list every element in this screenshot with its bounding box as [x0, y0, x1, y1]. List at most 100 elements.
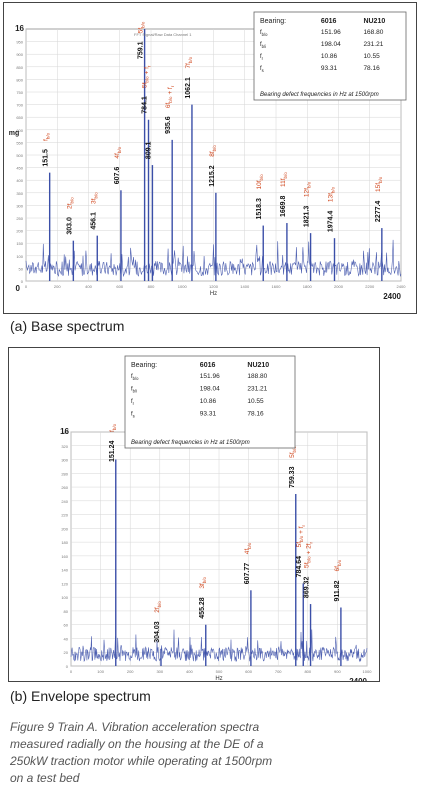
- y-zero-label: 0: [16, 284, 21, 293]
- x-tick-label: 600: [116, 284, 123, 289]
- bearing-table: Bearing: 6016 NU210 fb/o 151.96 188.80 fb/i 198…: [124, 355, 296, 449]
- x-tick-label: 500: [216, 669, 223, 674]
- y-tick-label: 150: [16, 241, 23, 246]
- peak-value-label: 1518.3: [256, 198, 263, 220]
- bearing-table-cell: 10.55: [363, 53, 380, 60]
- bearing-table-cell: fs: [260, 66, 264, 73]
- peak-value-label: 151.24: [109, 440, 116, 462]
- peak-annotation: 3fb/o: [199, 576, 207, 588]
- figure-caption-line: Figure 9 Train A. Vibration acceleration…: [10, 720, 260, 734]
- y-tick-label: 140: [61, 568, 68, 573]
- bearing-table-cell: 10.86: [321, 53, 338, 60]
- chart-header-text: FFT Signal/Raw Data Channel 1: [134, 32, 192, 37]
- x-axis-label: Hz: [215, 676, 222, 681]
- x-tick-label: 700: [275, 669, 282, 674]
- y-tick-label: 300: [16, 203, 23, 208]
- y-tick-label: 220: [61, 513, 68, 518]
- peak-value-label: 759.33: [289, 466, 296, 488]
- x-max-label: 2400: [349, 677, 367, 681]
- y-tick-label: 450: [16, 166, 23, 171]
- y-tick-label: 950: [16, 40, 23, 45]
- bearing-table-cell: 168.80: [363, 29, 383, 36]
- peak-annotation: 7fb/o: [185, 56, 193, 68]
- y-tick-label: 240: [61, 499, 68, 504]
- y-tick-label: 900: [16, 52, 23, 57]
- x-tick-label: 400: [186, 669, 193, 674]
- x-tick-label: 300: [156, 669, 163, 674]
- bearing-table-cell: 198.04: [200, 386, 220, 393]
- bearing-table-cell: 231.21: [247, 386, 267, 393]
- peak-annotation: 5fb/o: [289, 446, 297, 458]
- bearing-table-header: Bearing:: [260, 18, 286, 25]
- peak-value-label: 1062.1: [185, 77, 192, 99]
- y-tick-label: 550: [16, 140, 23, 145]
- y-tick-label: 750: [16, 90, 23, 95]
- x-tick-label: 400: [85, 284, 92, 289]
- peak-annotation: 6fb/o + fr: [165, 85, 175, 108]
- bearing-table-cell: 231.21: [363, 41, 383, 48]
- peak-annotation: 5fb/o: [138, 21, 146, 33]
- bearing-table-cell: 188.80: [247, 373, 267, 380]
- bearing-table-cell: 10.55: [247, 398, 264, 405]
- bearing-table: Bearing: 6016 NU210 fb/o 151.96 168.80 fb/i 198…: [253, 11, 407, 101]
- peak-value-label: 1974.4: [328, 211, 335, 233]
- figure-caption-line: measured radially on the housing at the …: [10, 737, 264, 751]
- x-tick-label: 900: [334, 669, 341, 674]
- x-tick-label: 800: [148, 284, 155, 289]
- peak-value-label: 607.6: [114, 167, 121, 185]
- y-tick-label: 800: [16, 77, 23, 82]
- bearing-table-cell: fb/i: [131, 387, 137, 394]
- bearing-table-cell: fb/o: [131, 374, 139, 381]
- x-tick-label: 0: [25, 284, 28, 289]
- x-max-label: 2400: [383, 292, 401, 301]
- peak-annotation: 10fb/o: [256, 174, 264, 190]
- x-tick-label: 100: [97, 669, 104, 674]
- bearing-table-cell: 198.04: [321, 41, 341, 48]
- peak-annotation: 5fb/o + fr: [142, 65, 152, 88]
- x-tick-label: 1000: [363, 669, 373, 674]
- y-tick-label: 500: [16, 153, 23, 158]
- y-tick-label: 400: [16, 178, 23, 183]
- peak-annotation: 4fb/o: [244, 542, 252, 554]
- peak-value-label: 784.1: [142, 96, 149, 114]
- peak-annotation: 5fb/o + 2fr: [304, 541, 314, 568]
- y-tick-label: 80: [64, 609, 69, 614]
- y-tick-label: 340: [61, 430, 68, 435]
- peak-annotation: 12fb/o: [304, 181, 312, 197]
- y-tick-label: 700: [16, 103, 23, 108]
- bearing-table-cell: 93.31: [200, 411, 217, 418]
- x-tick-label: 2000: [334, 284, 344, 289]
- peak-annotation: 13fb/o: [328, 186, 336, 202]
- peak-value-label: 1821.3: [304, 206, 311, 228]
- peak-value-label: 911.82: [334, 580, 341, 601]
- y-tick-label: 200: [61, 526, 68, 531]
- bearing-table-cell: fr: [260, 54, 264, 61]
- bearing-table-cell: fb/i: [260, 42, 266, 49]
- peak-annotation: 15fb/o: [375, 176, 383, 192]
- peak-annotation: 8fb/o: [209, 145, 217, 157]
- y-tick-label: 0: [21, 279, 24, 284]
- envelope-spectrum-panel: 0 20 40 60 80 100 120 140 160 180 200 220 240 260 280 3…: [8, 347, 380, 682]
- bearing-table-note: Bearing defect frequencies in Hz at 1500…: [131, 440, 250, 446]
- bearing-table-cell: fs: [131, 412, 135, 419]
- peak-annotation: fb/o: [109, 423, 117, 432]
- figure-caption-line: on a test bed: [10, 771, 80, 785]
- figure-caption: Figure 9 Train A. Vibration acceleration…: [10, 719, 310, 787]
- bearing-table-cell: 151.96: [200, 373, 220, 380]
- peak-annotation: fb/o: [43, 132, 51, 141]
- x-tick-label: 1000: [178, 284, 188, 289]
- peak-value-label: 784.64: [296, 556, 303, 578]
- spectrum-noise-line: [25, 239, 402, 278]
- bearing-table-header: 6016: [200, 362, 216, 369]
- y-tick-label: 0: [66, 664, 69, 669]
- bearing-table-cell: 78.16: [247, 411, 264, 418]
- y-tick-label: 120: [61, 581, 68, 586]
- bearing-table-cell: fr: [131, 399, 135, 406]
- y-tick-label: 40: [64, 636, 69, 641]
- spectrum-noise-line: [70, 629, 368, 663]
- peak-value-label: 2277.4: [375, 201, 382, 223]
- bearing-table-header: Bearing:: [131, 362, 157, 369]
- x-tick-label: 800: [304, 669, 311, 674]
- peak-annotation: 5fb/o + fr: [296, 524, 306, 547]
- y-tick-label: 280: [61, 471, 68, 476]
